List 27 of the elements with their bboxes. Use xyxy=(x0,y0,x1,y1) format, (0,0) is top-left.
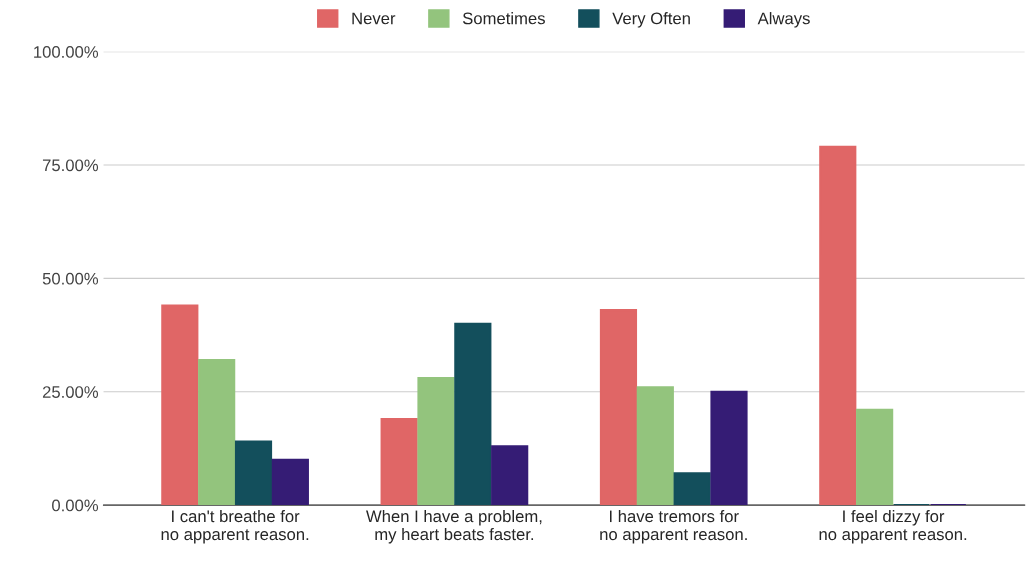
bar xyxy=(710,390,748,506)
y-tick-label: 0.00% xyxy=(52,499,99,512)
bar xyxy=(380,417,418,506)
bar xyxy=(454,322,492,506)
bar xyxy=(271,458,309,506)
legend-label: Always xyxy=(757,12,810,28)
bar xyxy=(198,358,236,506)
bar xyxy=(636,386,674,506)
bar xyxy=(417,377,455,506)
bar xyxy=(599,309,638,506)
bar xyxy=(161,304,199,506)
y-tick-label: 25.00% xyxy=(42,386,99,398)
y-tick-label: 100.00% xyxy=(34,46,99,58)
x-tick-label: When I have a problem, my heart beats faster. xyxy=(366,509,542,544)
legend-label: Never xyxy=(352,12,396,25)
x-tick-label: I can't breathe for no apparent reason. xyxy=(161,509,309,544)
bar xyxy=(234,440,273,506)
bar xyxy=(491,445,529,506)
bar xyxy=(819,145,857,506)
y-tick-label: 75.00% xyxy=(42,159,99,172)
bar xyxy=(673,472,711,506)
x-tick-label: I have tremors for no apparent reason. xyxy=(600,509,747,544)
x-tick-label: I feel dizzy for no apparent reason. xyxy=(819,509,967,544)
legend-label: Sometimes xyxy=(462,12,545,25)
bar xyxy=(856,408,894,506)
y-tick-label: 50.00% xyxy=(42,272,99,285)
legend-label: Very Often xyxy=(612,12,690,28)
